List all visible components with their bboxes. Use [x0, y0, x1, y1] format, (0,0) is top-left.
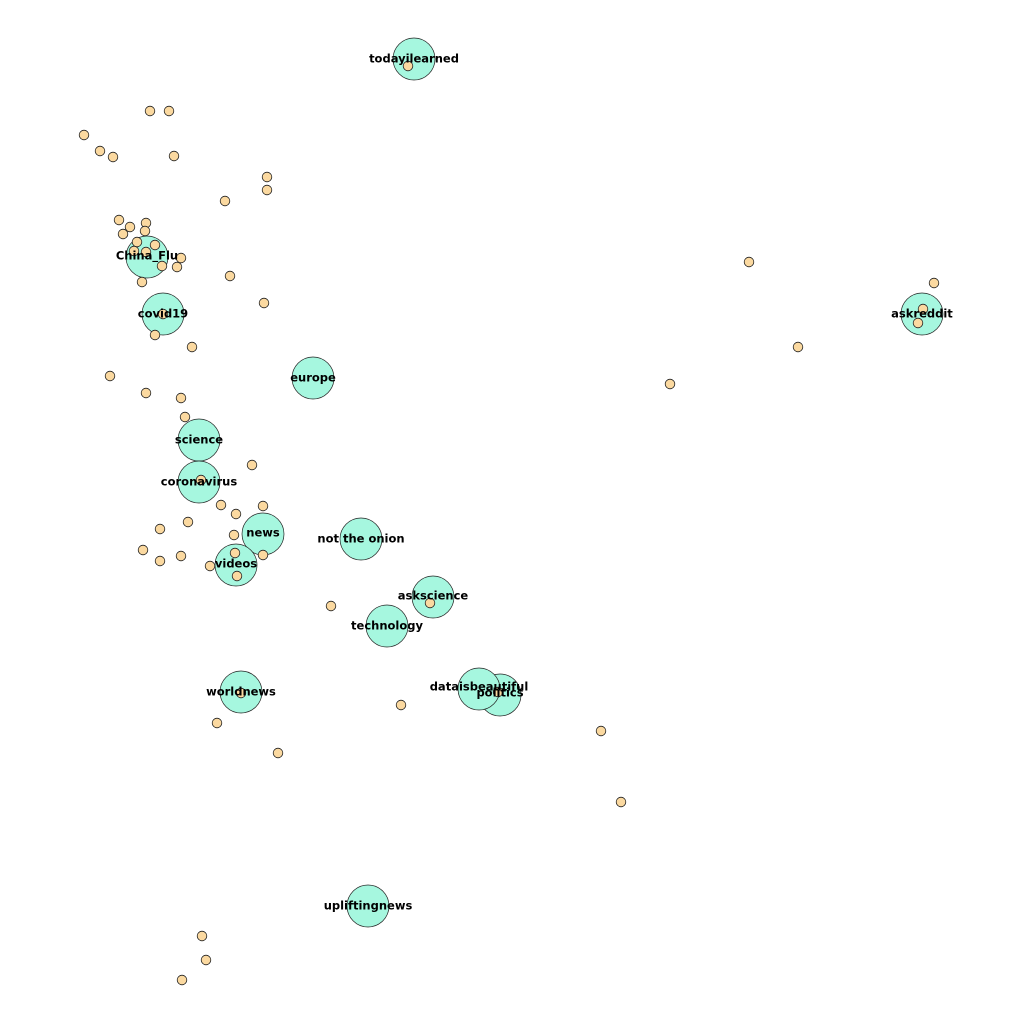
- leaf-node: [149, 239, 161, 251]
- hub-label-dataisbeautiful: dataisbeautiful: [430, 680, 529, 694]
- leaf-node: [219, 195, 231, 207]
- leaf-node: [94, 145, 106, 157]
- leaf-node: [261, 184, 273, 196]
- leaf-node: [78, 129, 90, 141]
- leaf-node: [140, 246, 152, 258]
- hub-nodes: [125, 37, 944, 928]
- leaf-node: [912, 317, 924, 329]
- leaf-node: [156, 260, 168, 272]
- leaf-node: [492, 686, 504, 698]
- leaf-node: [196, 930, 208, 942]
- leaf-node: [179, 411, 191, 423]
- leaf-node: [200, 954, 212, 966]
- leaf-node: [107, 151, 119, 163]
- leaf-node: [171, 261, 183, 273]
- leaf-node: [395, 699, 407, 711]
- leaf-node: [131, 236, 143, 248]
- leaf-node: [140, 387, 152, 399]
- leaf-node: [176, 974, 188, 986]
- leaf-node: [175, 550, 187, 562]
- leaf-node: [117, 228, 129, 240]
- leaf-node: [211, 717, 223, 729]
- leaf-node: [257, 549, 269, 561]
- hub-label-china-flu: China_Flu: [116, 249, 178, 264]
- leaf-node: [182, 516, 194, 528]
- hub-labels: todayilearned China_Flu covid19 askreddit eu…: [116, 52, 953, 913]
- hub-label-coronavirus: coronavirus: [161, 475, 238, 489]
- leaf-node: [195, 474, 207, 486]
- leaf-node: [917, 303, 929, 315]
- hub-label-askreddit: askreddit: [891, 307, 953, 321]
- leaf-node: [175, 252, 187, 264]
- leaf-node: [257, 500, 269, 512]
- leaf-node: [224, 270, 236, 282]
- hub-label-upliftingnews: upliftingnews: [324, 899, 413, 913]
- hub-node-europe: [291, 356, 335, 400]
- leaf-node: [615, 796, 627, 808]
- hub-label-technology: technology: [351, 619, 423, 633]
- leaf-node: [186, 341, 198, 353]
- leaf-node: [424, 597, 436, 609]
- leaf-node: [113, 214, 125, 226]
- leaf-node: [258, 297, 270, 309]
- leaf-node: [154, 523, 166, 535]
- leaf-node: [325, 600, 337, 612]
- leaf-node: [261, 171, 273, 183]
- leaf-node: [792, 341, 804, 353]
- hub-label-not-the-onion: not the onion: [317, 532, 404, 546]
- hub-label-science: science: [175, 433, 223, 447]
- leaf-node: [231, 570, 243, 582]
- leaf-node: [168, 150, 180, 162]
- hub-label-europe: europe: [290, 371, 336, 385]
- leaf-node: [139, 225, 151, 237]
- leaf-node: [157, 308, 169, 320]
- leaf-node: [204, 560, 216, 572]
- leaf-node: [215, 499, 227, 511]
- leaf-node: [175, 392, 187, 404]
- leaf-node: [246, 459, 258, 471]
- leaf-node: [104, 370, 116, 382]
- hub-label-todayilearned: todayilearned: [369, 52, 459, 66]
- hub-node-askscience: [411, 575, 455, 619]
- leaf-node: [272, 747, 284, 759]
- leaf-node: [664, 378, 676, 390]
- hub-node-todayilearned: [392, 37, 436, 81]
- leaf-node: [149, 329, 161, 341]
- leaf-node: [144, 105, 156, 117]
- leaf-node: [136, 276, 148, 288]
- leaf-node: [230, 508, 242, 520]
- hub-label-videos: videos: [215, 557, 257, 571]
- leaf-node: [228, 529, 240, 541]
- hub-label-news: news: [246, 526, 280, 540]
- hub-label-politics: politics: [476, 686, 523, 700]
- hub-node-upliftingnews: [346, 884, 390, 928]
- leaf-node: [595, 725, 607, 737]
- hub-label-askscience: askscience: [398, 589, 469, 603]
- hub-node-technology: [365, 604, 409, 648]
- leaf-node: [154, 555, 166, 567]
- leaf-nodes: [78, 60, 940, 986]
- hub-label-worldnews: worldnews: [206, 685, 276, 699]
- leaf-node: [229, 547, 241, 559]
- leaf-node: [128, 245, 140, 257]
- leaf-node: [163, 105, 175, 117]
- leaf-node: [743, 256, 755, 268]
- hub-node-not-the-onion: [339, 517, 383, 561]
- leaf-node: [124, 221, 136, 233]
- leaf-node: [402, 60, 414, 72]
- leaf-node: [137, 544, 149, 556]
- leaf-node: [235, 687, 247, 699]
- leaf-node: [928, 277, 940, 289]
- hub-label-covid19: covid19: [138, 307, 188, 321]
